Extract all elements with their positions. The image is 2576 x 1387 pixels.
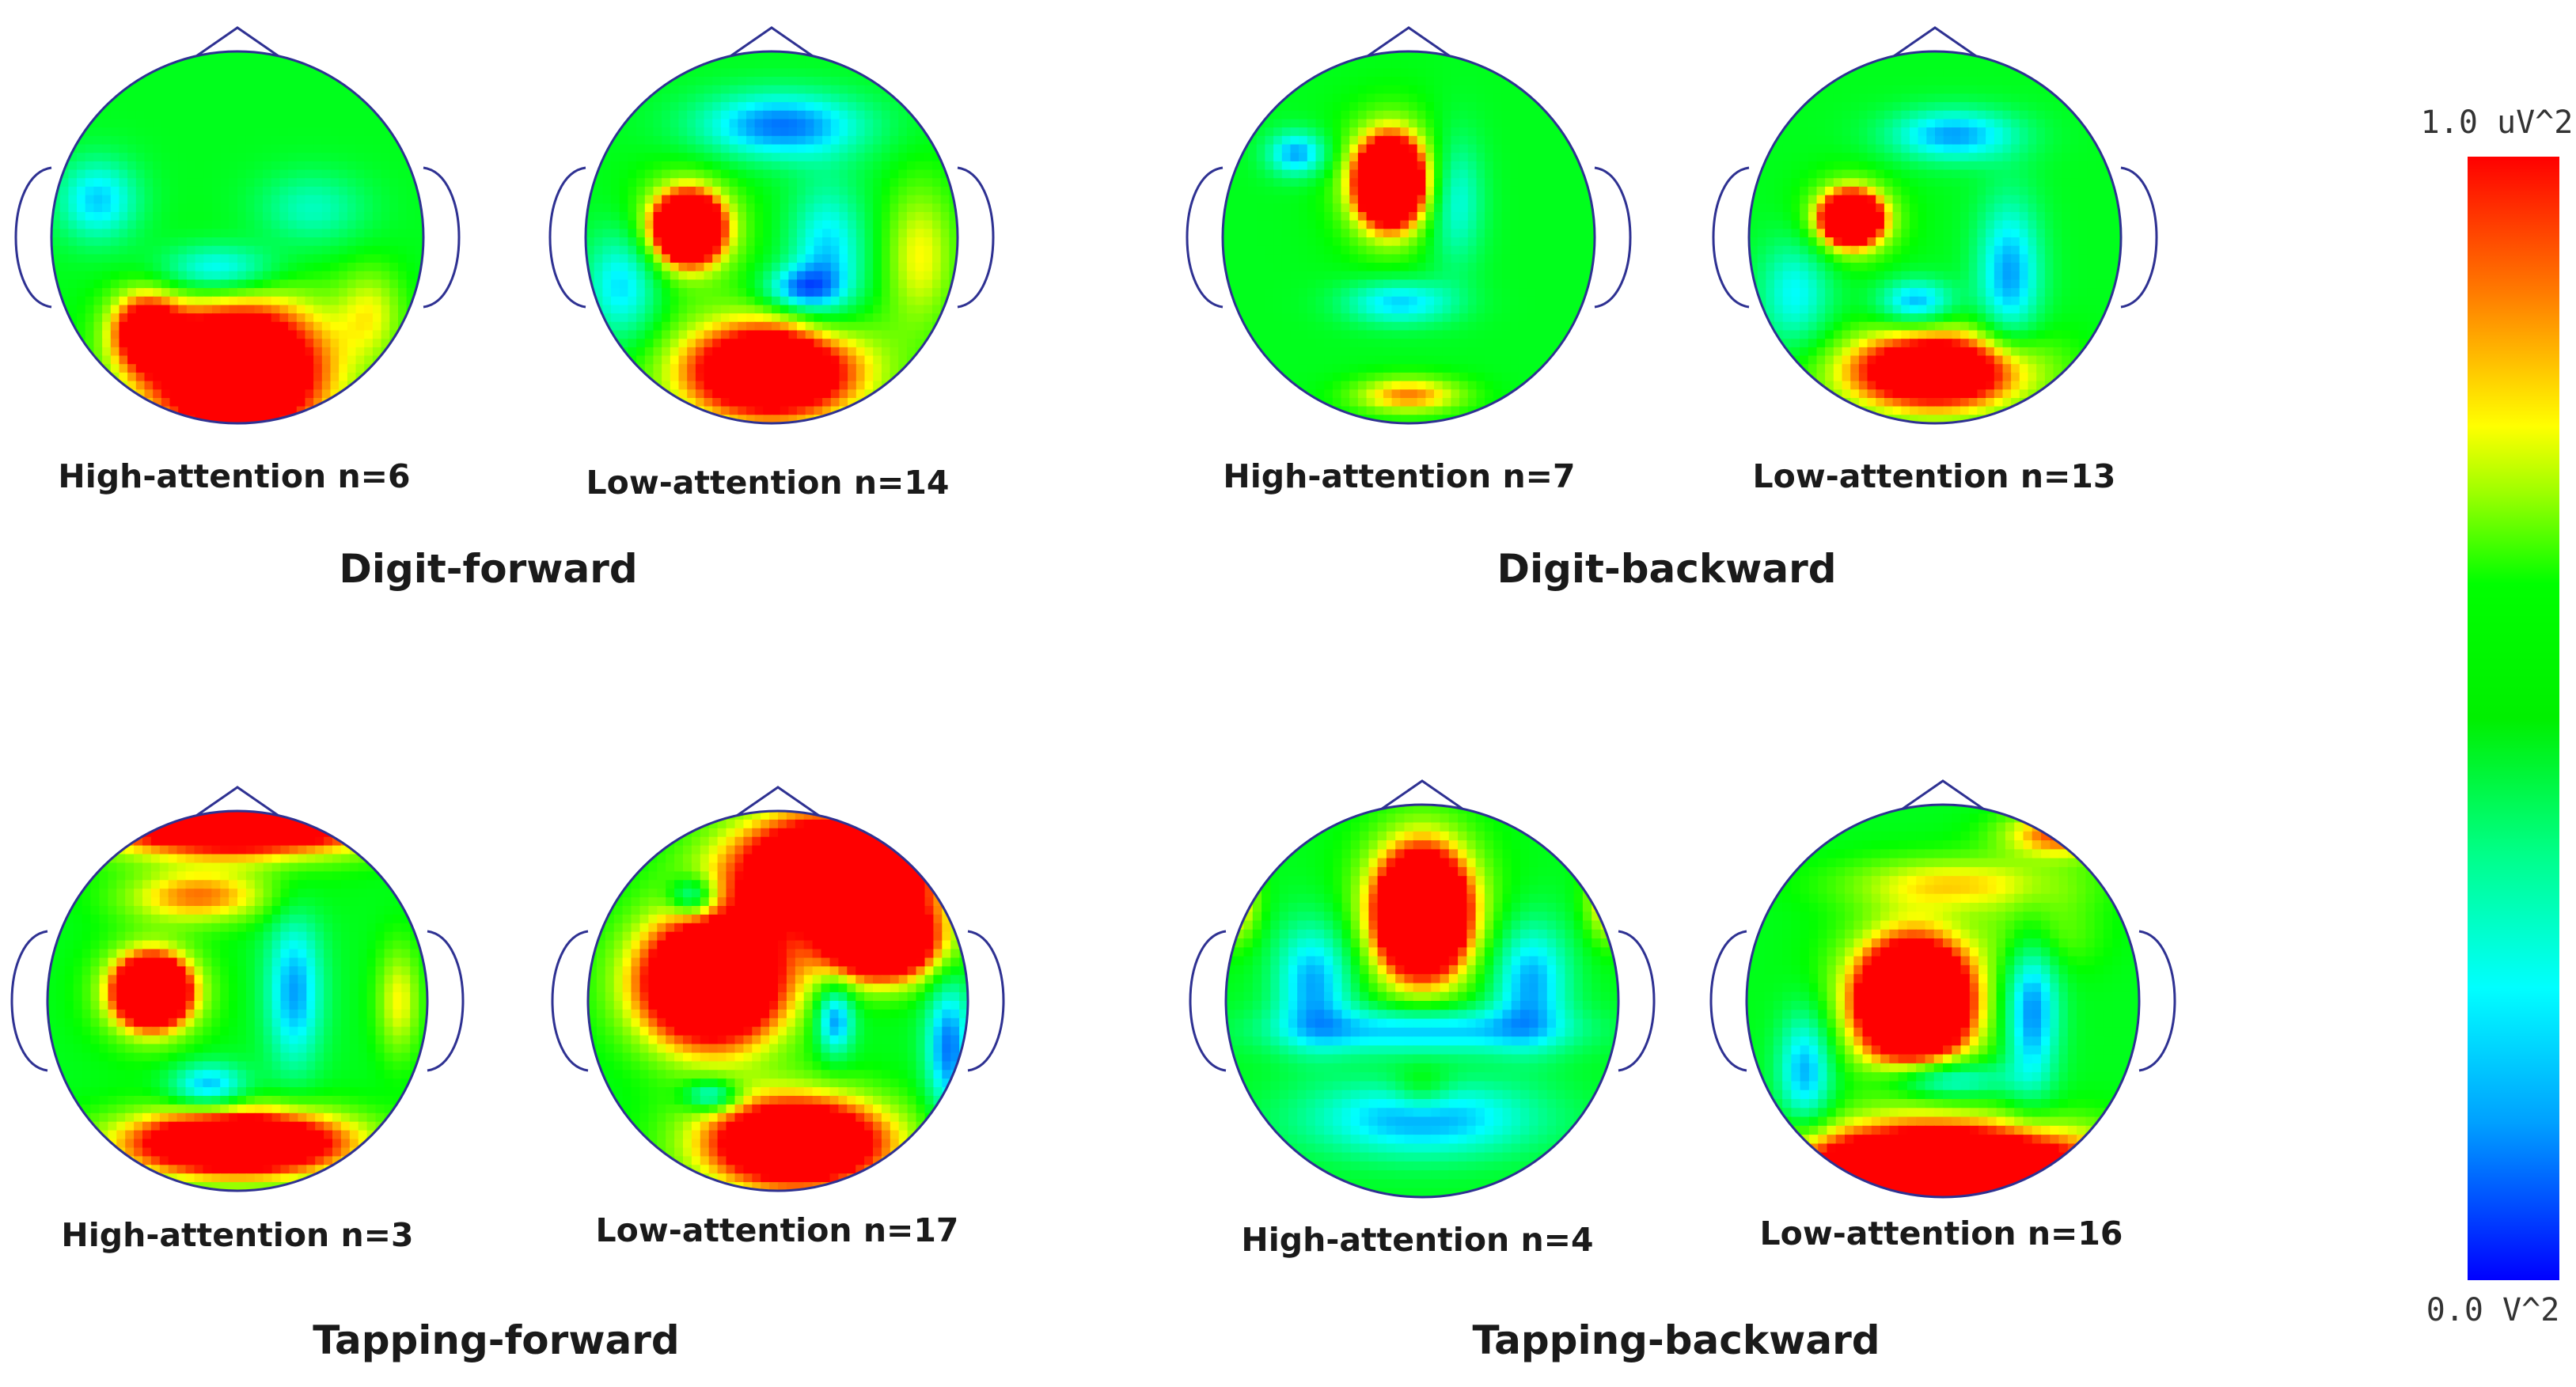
nose-outline (727, 26, 816, 59)
group-title-digit-forward: Digit-forward (339, 546, 638, 592)
right-ear-outline (967, 930, 1005, 1072)
nose-outline (1364, 26, 1453, 59)
nose-outline (734, 786, 822, 819)
nose-outline (1891, 26, 1979, 59)
right-ear-outline (957, 166, 995, 309)
left-ear-outline (10, 930, 48, 1072)
topomap-head (1712, 26, 2158, 425)
topomap-field (588, 811, 968, 1191)
topomap-head (10, 786, 465, 1192)
topomap-head (551, 786, 1005, 1192)
nose-outline (193, 786, 282, 819)
map-caption-digit-forward-low: Low-attention n=14 (586, 464, 950, 502)
left-ear-outline (1709, 930, 1747, 1072)
left-ear-outline (14, 166, 52, 309)
topomap-field (47, 811, 427, 1191)
group-title-digit-backward: Digit-backward (1497, 546, 1837, 592)
head-outline (1224, 803, 1620, 1199)
nose-outline (193, 26, 282, 59)
map-caption-digit-backward-high: High-attention n=7 (1223, 457, 1576, 495)
map-caption-digit-backward-low: Low-attention n=13 (1752, 457, 2116, 495)
group-title-tapping-forward: Tapping-forward (313, 1317, 680, 1363)
right-ear-outline (2120, 166, 2158, 309)
map-caption-tapping-forward-high: High-attention n=3 (61, 1216, 414, 1254)
head-outline (50, 50, 425, 425)
topomap-head (548, 26, 995, 425)
group-title-tapping-backward: Tapping-backward (1472, 1317, 1880, 1363)
left-ear-outline (1186, 166, 1224, 309)
topomap-head (1709, 779, 2176, 1199)
nose-outline (1378, 779, 1466, 813)
head-outline (46, 809, 429, 1192)
map-caption-tapping-backward-low: Low-attention n=16 (1759, 1215, 2123, 1252)
right-ear-outline (1594, 166, 1632, 309)
right-ear-outline (1618, 930, 1656, 1072)
right-ear-outline (423, 166, 461, 309)
topomap-head (1186, 26, 1632, 425)
left-ear-outline (1712, 166, 1750, 309)
colorbar-min-label: 0.0 V^2 (2426, 1292, 2560, 1328)
topomap-head (14, 26, 461, 425)
right-ear-outline (427, 930, 465, 1072)
topomap-field (1747, 805, 2139, 1197)
head-outline (1221, 50, 1596, 425)
head-outline (1747, 50, 2123, 425)
nose-outline (1899, 779, 1987, 813)
map-caption-tapping-backward-high: High-attention n=4 (1241, 1221, 1594, 1259)
head-outline (1745, 803, 2141, 1199)
right-ear-outline (2138, 930, 2176, 1072)
topomap-head (1189, 779, 1656, 1199)
colorbar-max-label: 1.0 uV^2 (2420, 104, 2574, 141)
head-outline (584, 50, 959, 425)
map-caption-digit-forward-high: High-attention n=6 (58, 457, 411, 495)
left-ear-outline (548, 166, 586, 309)
head-outline (586, 809, 969, 1192)
topomap-field (1226, 805, 1618, 1197)
colorbar (2468, 157, 2559, 1280)
left-ear-outline (551, 930, 589, 1072)
map-caption-tapping-forward-low: Low-attention n=17 (595, 1211, 959, 1249)
left-ear-outline (1189, 930, 1227, 1072)
